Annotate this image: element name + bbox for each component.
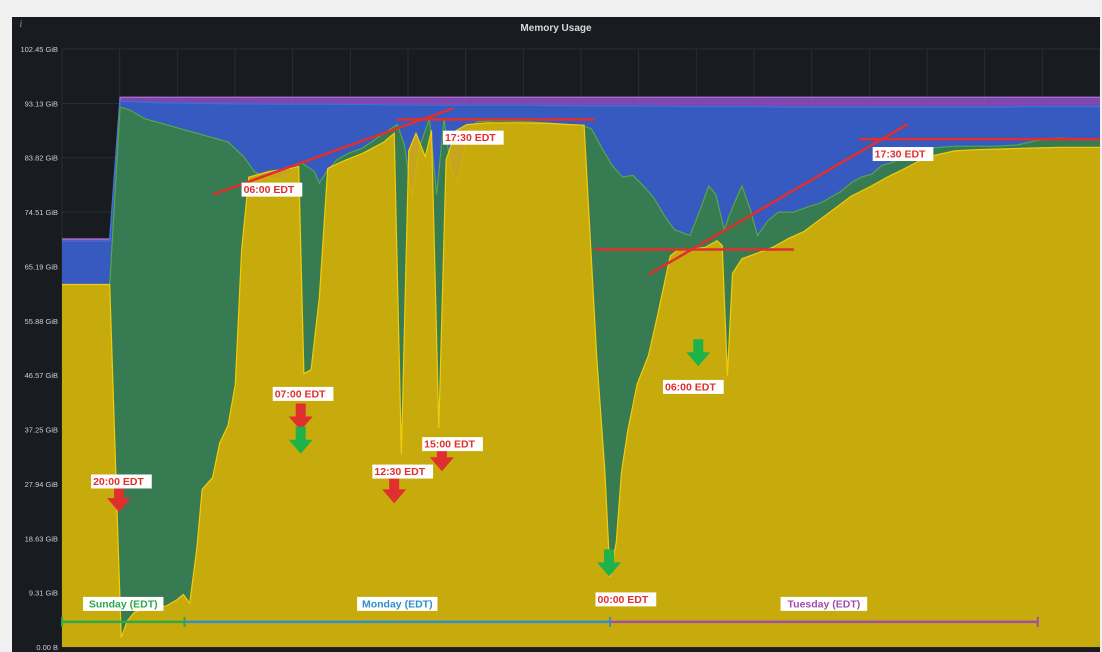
red-down-arrow-icon	[382, 476, 407, 504]
series-area-used	[62, 122, 1100, 648]
y-tick-label: 0.00 B	[36, 643, 58, 652]
y-tick-label: 74.51 GiB	[25, 208, 58, 217]
day-label-bg	[357, 596, 438, 611]
time-label: 07:00 EDT	[275, 388, 326, 400]
time-label: 20:00 EDT	[93, 476, 144, 488]
time-label: 15:00 EDT	[424, 439, 475, 451]
time-label-bg	[372, 464, 434, 479]
memory-usage-chart: 0.00 B 9.31 GiB 18.63 GiB 27.94 GiB 37.25 Gi…	[20, 45, 1100, 652]
y-tick-label: 65.19 GiB	[25, 262, 58, 271]
day-label: Monday (EDT)	[362, 598, 433, 610]
y-tick-label: 9.31 GiB	[29, 589, 58, 598]
time-label: 06:00 EDT	[665, 381, 716, 393]
time-label-bg	[663, 379, 724, 394]
y-tick-label: 27.94 GiB	[25, 480, 58, 489]
red-down-arrow-icon	[107, 485, 132, 513]
y-tick-label: 93.13 GiB	[25, 99, 58, 108]
time-label-bg	[91, 474, 152, 489]
y-tick-label: 55.88 GiB	[25, 317, 58, 326]
green-down-arrow-icon	[686, 339, 711, 367]
time-label: 17:30 EDT	[875, 149, 926, 161]
series-line-used	[62, 122, 1100, 638]
time-label-bg	[442, 130, 504, 145]
day-label: Sunday (EDT)	[89, 598, 158, 610]
time-label-bg	[872, 147, 934, 162]
annotation-line	[212, 107, 454, 196]
y-tick-label: 18.63 GiB	[25, 534, 58, 543]
time-label-bg	[272, 386, 334, 401]
annotation-line	[647, 122, 909, 276]
time-label-bg	[595, 592, 657, 607]
green-down-arrow-icon	[597, 549, 622, 577]
day-label: Tuesday (EDT)	[788, 598, 861, 610]
red-down-arrow-icon	[288, 403, 313, 431]
day-label-bg	[780, 596, 868, 611]
time-label: 00:00 EDT	[598, 594, 649, 606]
day-label-bg	[83, 596, 164, 611]
time-label: 12:30 EDT	[374, 466, 425, 478]
time-label-bg	[422, 437, 483, 452]
y-tick-label: 37.25 GiB	[25, 426, 58, 435]
y-tick-label: 102.45 GiB	[20, 45, 58, 54]
time-label: 17:30 EDT	[445, 132, 496, 144]
y-tick-label: 46.57 GiB	[25, 371, 58, 380]
memory-usage-panel: i Memory Usage 0.00 B 9.31 GiB 18.63 GiB 27…	[12, 17, 1100, 652]
green-down-arrow-icon	[288, 426, 313, 454]
red-down-arrow-icon	[429, 444, 454, 472]
info-icon[interactable]: i	[19, 20, 23, 30]
y-tick-label: 83.82 GiB	[25, 154, 58, 163]
time-label: 06:00 EDT	[244, 184, 295, 196]
panel-title: Memory Usage	[520, 23, 592, 34]
time-label-bg	[241, 182, 303, 197]
series-line-free	[62, 100, 1100, 242]
